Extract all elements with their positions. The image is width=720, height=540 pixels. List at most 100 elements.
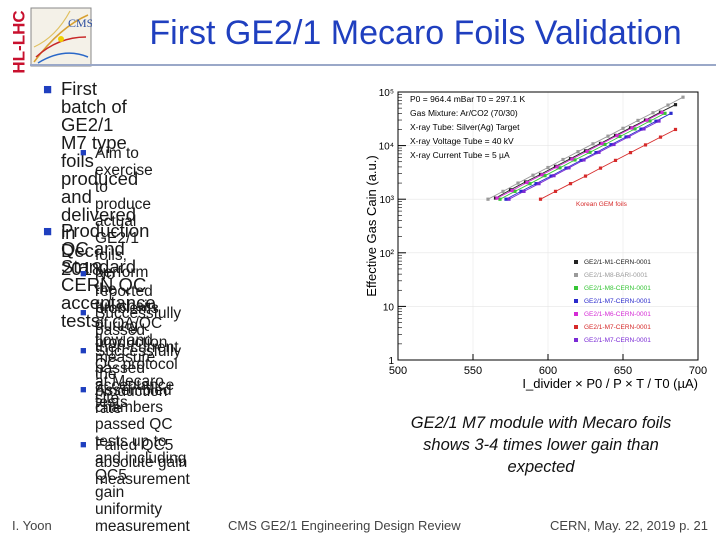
data-point	[564, 166, 568, 170]
footer-page: CERN, May. 22, 2019 p. 21	[549, 518, 708, 533]
data-point	[576, 150, 580, 154]
bullet-line: Production QC and Standard	[61, 220, 150, 277]
data-point	[591, 142, 595, 146]
bullet-line: actual GE2/1 foils, perform the	[95, 213, 149, 298]
data-point	[615, 134, 619, 138]
square-bullet-icon: ■	[80, 439, 87, 451]
bullet-sub: ■ Successfully passed then-current QC pr…	[80, 305, 181, 407]
data-point	[504, 197, 508, 201]
data-point	[642, 127, 646, 131]
legend-label: GE2/1-M1-CERN-0001	[584, 259, 651, 266]
data-point	[549, 174, 553, 178]
legend-label: GE2/1-M8-CERN-0001	[584, 285, 651, 292]
bullet-line: Successfully passed acceptance	[95, 343, 182, 394]
data-point	[673, 103, 678, 107]
legend-marker	[574, 325, 578, 329]
square-bullet-icon: ■	[43, 223, 53, 240]
bullet-main: ■ Production QC and Standard CERN QC acc…	[43, 220, 156, 330]
data-point	[597, 150, 601, 154]
bullet-line: gain uniformity measurement	[95, 484, 190, 535]
data-point	[498, 197, 502, 201]
bullet-line: foils produced and delivered in	[61, 150, 139, 243]
bullet-line: No reported problems during	[95, 266, 159, 334]
bullet-sub: ■ Failed QC5 absolute gain measurement	[80, 437, 190, 488]
chart-legend: GE2/1-M1-CERN-0001 GE2/1-M8-BARI-0001 GE2/…	[574, 259, 651, 344]
y-tick-label: 10⁴	[379, 142, 394, 153]
data-point	[540, 173, 544, 177]
data-point	[585, 149, 589, 153]
data-point	[594, 151, 598, 155]
square-bullet-icon: ■	[80, 345, 87, 357]
data-point	[643, 143, 648, 147]
y-tick-label: 10²	[380, 249, 395, 260]
square-bullet-icon: ■	[43, 81, 53, 98]
data-point	[555, 165, 559, 169]
bullet-line: Assembled chambers passed QC	[95, 382, 173, 433]
bullet-line: measurement	[95, 471, 190, 488]
info-line: Gas Mixture: Ar/CO2 (70/30)	[410, 108, 518, 118]
series-line	[487, 96, 684, 200]
chart-series	[486, 95, 685, 201]
data-point	[606, 134, 610, 138]
data-point	[609, 143, 613, 147]
info-line: X-ray Tube: Silver(Ag) Target	[410, 122, 520, 132]
bullet-sub: ■ Aim to exercise to produce actual GE2/…	[80, 145, 167, 417]
data-point	[510, 188, 514, 193]
info-line: X-ray Current Tube = 5 µA	[410, 150, 510, 160]
x-tick-label: 700	[689, 365, 707, 377]
square-bullet-icon: ■	[80, 268, 87, 280]
bullet-line: QC protocol at Mecaro site	[95, 356, 178, 407]
y-tick-label: 10⁵	[379, 88, 394, 99]
data-point	[673, 127, 678, 132]
data-point	[519, 189, 523, 193]
square-bullet-icon: ■	[80, 147, 87, 159]
x-tick-label: 550	[464, 365, 482, 377]
bullet-line: tests	[95, 394, 128, 411]
data-point	[546, 165, 550, 170]
data-point	[516, 181, 520, 185]
bullet-line: First batch of GE2/1 M7 type	[61, 78, 127, 153]
data-point	[612, 142, 616, 147]
data-point	[507, 197, 511, 201]
data-point	[538, 197, 543, 201]
data-point	[531, 173, 535, 177]
data-point	[618, 134, 622, 139]
data-point	[654, 119, 658, 123]
x-tick-label: 500	[389, 365, 407, 377]
bullet-line: Aim to exercise to produce	[95, 145, 153, 213]
data-point	[567, 166, 571, 170]
data-point	[553, 189, 558, 193]
caption-line: shows 3-4 times lower gain than	[423, 436, 659, 454]
data-point	[627, 135, 631, 139]
data-point	[495, 196, 499, 200]
x-axis: 500 550 600 650 700	[389, 354, 707, 377]
y-axis: 1 10 10² 10³ 10⁴ 10⁵	[379, 88, 406, 367]
legend-label: GE2/1-M7-CERN-0001	[584, 298, 651, 305]
x-tick-label: 650	[614, 365, 632, 377]
legend-label: GE2/1-M7-CERN-0001	[584, 337, 651, 344]
gain-chart: 500 550 600 650 700 1 10 10² 10³ 10⁴ 10⁵ P0 = 964…	[364, 88, 707, 391]
data-point	[657, 119, 661, 123]
data-point	[651, 111, 655, 115]
data-point	[669, 111, 673, 115]
cms-logo: CMS	[30, 7, 92, 67]
legend-label: GE2/1-M7-CERN-0001	[584, 324, 651, 331]
data-point	[600, 141, 604, 146]
data-point	[603, 142, 607, 147]
data-point	[645, 118, 649, 122]
data-point	[639, 127, 643, 131]
slide-title: First GE2/1 Mecaro Foils Validation	[149, 14, 682, 52]
bullet-sub: ■ No reported problems during production	[80, 266, 167, 351]
data-point	[552, 174, 556, 178]
legend-marker	[574, 273, 578, 277]
data-point	[583, 174, 588, 178]
data-point	[534, 182, 538, 186]
data-point	[648, 119, 652, 123]
data-point	[598, 166, 603, 170]
data-point	[558, 166, 562, 170]
bullet-sub: ■ Successfully passed acceptance tests	[80, 343, 182, 411]
data-point	[528, 182, 532, 186]
y-tick-label: 10³	[380, 195, 395, 206]
data-point	[681, 95, 685, 99]
data-point	[582, 158, 586, 162]
